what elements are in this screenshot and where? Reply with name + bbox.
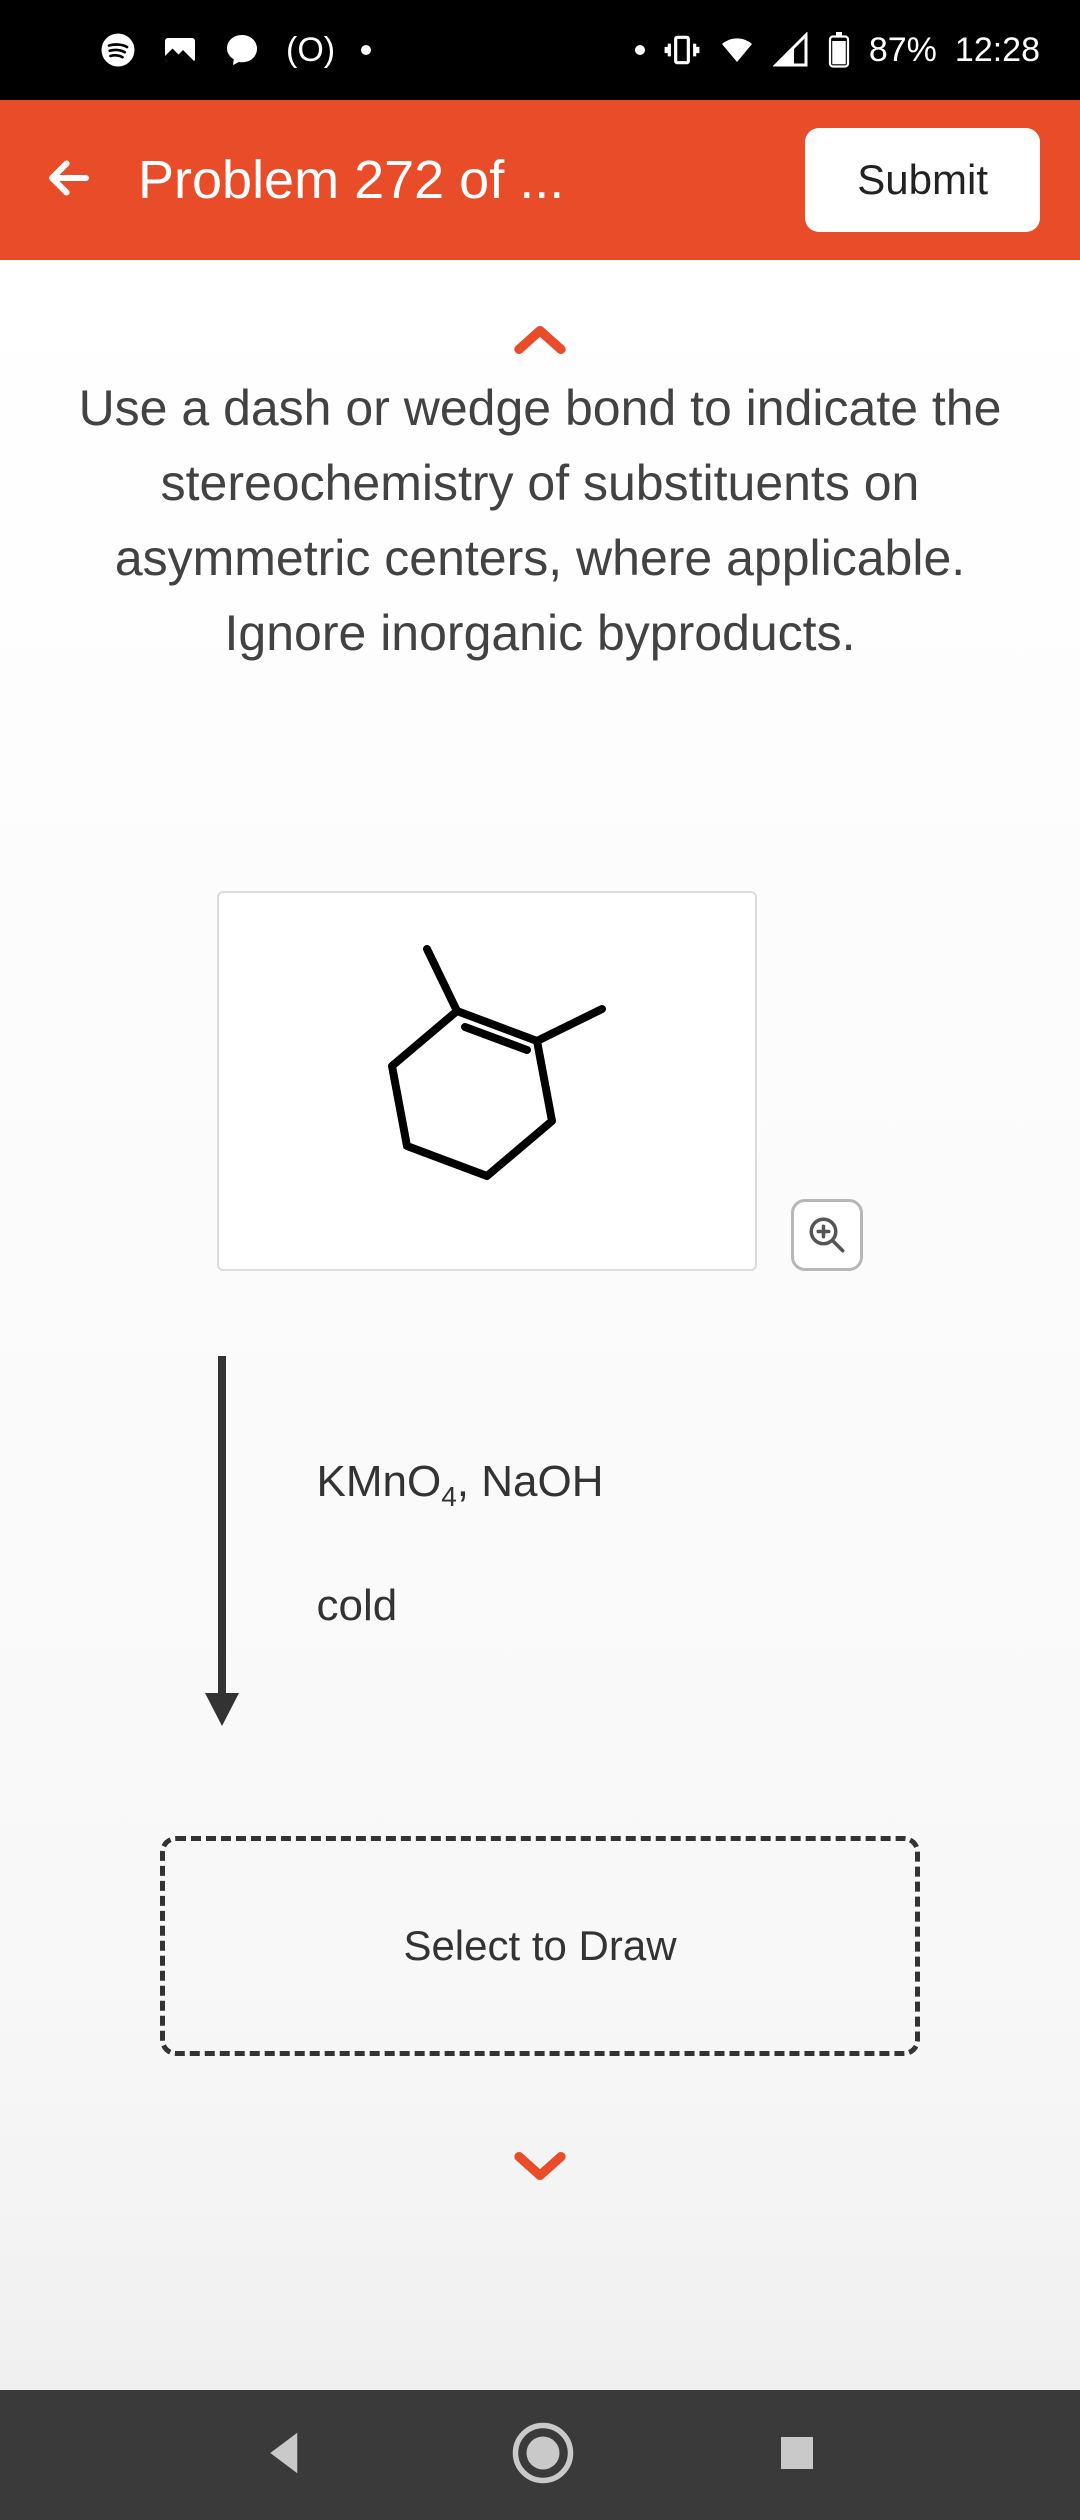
android-nav-bar <box>0 2390 1080 2520</box>
status-left-icons: (O) <box>100 31 371 70</box>
wifi-icon <box>719 32 755 68</box>
battery-percent: 87% <box>869 31 937 70</box>
status-time: 12:28 <box>955 31 1040 70</box>
status-dot-icon <box>635 45 645 55</box>
message-icon <box>224 32 260 68</box>
nav-back-icon[interactable] <box>259 2426 313 2485</box>
gallery-icon <box>162 32 198 68</box>
reaction-arrow-icon <box>197 1351 247 1736</box>
spotify-icon <box>100 32 136 68</box>
zoom-button[interactable] <box>791 1199 863 1271</box>
android-status-bar: (O) 87% 12:28 <box>0 0 1080 100</box>
page-title: Problem 272 of ... <box>138 149 765 211</box>
chevron-down-icon[interactable] <box>512 2146 568 2191</box>
vibrate-icon <box>663 31 701 69</box>
reagent-line-1: KMnO4, NaOH <box>317 1420 604 1543</box>
status-dot-icon <box>361 45 371 55</box>
reagent-line-2: cold <box>317 1544 604 1667</box>
problem-prompt: Use a dash or wedge bond to indicate the… <box>30 371 1050 671</box>
molecule-svg <box>327 931 647 1231</box>
starting-material-structure[interactable] <box>217 891 757 1271</box>
problem-content: Use a dash or wedge bond to indicate the… <box>0 260 1080 2390</box>
nav-home-icon[interactable] <box>510 2420 576 2491</box>
app-header: Problem 272 of ... Submit <box>0 100 1080 260</box>
signal-icon <box>773 32 809 68</box>
submit-button[interactable]: Submit <box>805 128 1040 232</box>
nav-recent-icon[interactable] <box>773 2429 821 2482</box>
structure-row <box>217 891 863 1271</box>
chevron-up-icon[interactable] <box>512 320 568 365</box>
draw-answer-box[interactable]: Select to Draw <box>160 1836 920 2056</box>
reaction-arrow-row: KMnO4, NaOH cold <box>197 1351 604 1736</box>
back-arrow-icon[interactable] <box>40 149 98 212</box>
battery-icon <box>827 32 851 68</box>
reagent-conditions: KMnO4, NaOH cold <box>317 1420 604 1666</box>
draw-placeholder: Select to Draw <box>403 1922 676 1970</box>
hotspot-label: (O) <box>286 31 335 70</box>
status-right-icons: 87% 12:28 <box>635 31 1040 70</box>
